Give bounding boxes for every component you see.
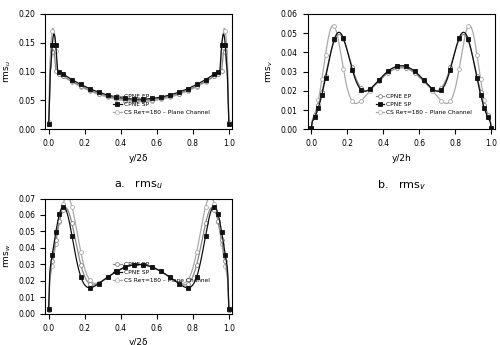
X-axis label: y/2δ: y/2δ	[129, 154, 148, 162]
Legend: CPNE EP, CPNE SP, CS Reτ=180 – Plane Channel: CPNE EP, CPNE SP, CS Reτ=180 – Plane Cha…	[110, 260, 212, 286]
X-axis label: y/2δ: y/2δ	[129, 338, 148, 345]
Legend: CPNE EP, CPNE SP, CS Reτ=180 – Plane Channel: CPNE EP, CPNE SP, CS Reτ=180 – Plane Cha…	[110, 91, 212, 117]
Text: b.   rms$_v$: b. rms$_v$	[376, 178, 426, 191]
X-axis label: y/2h: y/2h	[392, 154, 411, 162]
Y-axis label: rms$_u$: rms$_u$	[1, 60, 12, 83]
Legend: CPNE EP, CPNE SP, CS Reτ=180 – Plane Channel: CPNE EP, CPNE SP, CS Reτ=180 – Plane Cha…	[373, 91, 474, 117]
Y-axis label: rms$_v$: rms$_v$	[264, 60, 275, 83]
Y-axis label: rms$_w$: rms$_w$	[1, 244, 12, 268]
Text: a.   rms$_u$: a. rms$_u$	[114, 178, 163, 190]
